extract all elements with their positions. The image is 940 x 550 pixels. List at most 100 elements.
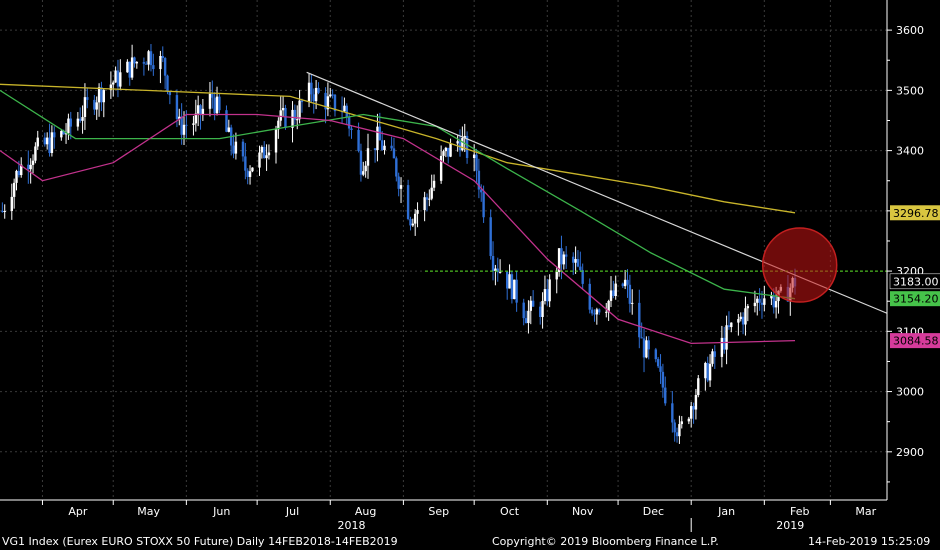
candle-body <box>100 87 103 103</box>
candle-body <box>329 94 332 97</box>
candle-body <box>277 120 280 130</box>
candle-body <box>251 167 254 172</box>
candle-body <box>312 94 315 102</box>
candle-body <box>241 141 245 157</box>
candle-body <box>36 137 39 147</box>
candle-body <box>463 135 466 139</box>
candle-body <box>508 274 511 289</box>
x-tick-label: Nov <box>572 505 594 518</box>
candle-body <box>739 316 742 320</box>
candle-body <box>642 338 646 358</box>
candle-body <box>317 87 320 93</box>
candle-body <box>581 270 584 284</box>
candle-body <box>182 124 186 135</box>
candle-body <box>307 82 311 103</box>
footer: VG1 Index (Eurex EURO STOXX 50 Future) D… <box>0 533 940 550</box>
candle-body <box>324 92 327 110</box>
candle-body <box>180 116 183 135</box>
candle-body <box>145 63 148 65</box>
candle-body <box>53 132 56 138</box>
candle-body <box>373 148 377 151</box>
candle-body <box>67 118 70 134</box>
candle-body <box>383 145 386 151</box>
candle-body <box>477 170 481 190</box>
candle-body <box>362 171 365 175</box>
candle-body <box>194 113 198 124</box>
candle-body <box>449 143 452 157</box>
candle-body <box>522 302 525 319</box>
candle-body <box>50 132 54 153</box>
candle-body <box>163 58 167 76</box>
candle-body <box>331 94 334 96</box>
candle-body <box>378 126 382 141</box>
price-label-box <box>889 273 940 290</box>
candle-body <box>505 271 509 289</box>
candle-body <box>612 290 615 297</box>
candle-body <box>737 319 740 323</box>
price-label: 3183.00 <box>893 275 939 288</box>
y-tick-label: 3500 <box>896 84 924 97</box>
candle-body <box>359 151 363 175</box>
annotations <box>306 71 888 314</box>
candle-body <box>432 180 436 188</box>
candle-body <box>475 154 478 171</box>
candle-body <box>114 70 117 83</box>
candle-body <box>227 127 231 132</box>
candle-body <box>541 300 544 318</box>
candle-body <box>185 124 188 126</box>
candle-body <box>725 325 728 350</box>
x-year-label: 2018 <box>337 519 365 532</box>
candle-body <box>758 298 761 303</box>
x-tick-label: Oct <box>500 505 520 518</box>
moving-average-line <box>0 113 796 345</box>
candle-body <box>447 147 450 157</box>
candle-body <box>97 87 101 103</box>
candle-body <box>27 164 30 170</box>
candle-body <box>480 189 483 193</box>
candles <box>1 44 797 444</box>
candle-body <box>300 100 304 103</box>
candle-body <box>673 422 676 433</box>
x-tick-label: Apr <box>68 505 88 518</box>
candle-body <box>574 259 577 263</box>
candle-body <box>645 340 648 358</box>
candle-body <box>15 170 18 183</box>
candle-body <box>411 223 415 226</box>
candle-body <box>208 93 212 109</box>
candle-body <box>482 192 485 218</box>
candle-body <box>458 141 462 151</box>
candle-body <box>661 371 665 388</box>
price-label: 3154.20 <box>893 293 939 306</box>
candle-body <box>109 84 113 91</box>
candle-body <box>689 406 693 419</box>
candle-body <box>350 128 353 130</box>
price-label: 3084.58 <box>893 335 939 348</box>
candle-body <box>232 145 235 154</box>
candle-body <box>390 145 393 149</box>
footer-security: VG1 Index (Eurex EURO STOXX 50 Future) D… <box>2 535 398 548</box>
candle-body <box>260 146 264 153</box>
candle-body <box>345 105 348 118</box>
candle-body <box>628 284 632 304</box>
candle-body <box>744 308 747 325</box>
candle-body <box>711 351 714 364</box>
candle-body <box>29 164 32 170</box>
candle-body <box>392 148 396 159</box>
candle-body <box>31 160 35 165</box>
candle-body <box>168 91 172 96</box>
candle-body <box>93 99 96 110</box>
candle-body <box>428 198 431 200</box>
candle-body <box>12 182 16 197</box>
x-year-label: 2019 <box>776 519 804 532</box>
candle-body <box>704 362 707 379</box>
candle-body <box>265 155 268 159</box>
candle-body <box>218 96 221 111</box>
candle-body <box>376 126 379 151</box>
candle-body <box>395 158 398 177</box>
candle-body <box>116 70 120 87</box>
candle-body <box>102 90 105 103</box>
candle-body <box>192 123 195 125</box>
price-chart: 290030003100320033003400350036003296.783… <box>0 0 940 533</box>
candle-body <box>1 210 4 212</box>
candle-body <box>640 337 643 339</box>
